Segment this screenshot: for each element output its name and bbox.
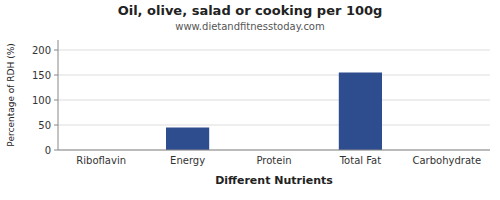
y-tick-label: 200 [32, 45, 51, 56]
y-axis-label: Percentage of RDH (%) [6, 43, 16, 146]
y-tick-label: 150 [32, 70, 51, 81]
y-tick [54, 100, 58, 101]
grid-line [58, 50, 490, 51]
y-tick [54, 75, 58, 76]
y-tick-label: 0 [45, 145, 51, 156]
y-tick [54, 150, 58, 151]
x-axis-line [58, 150, 490, 151]
grid-line [58, 150, 490, 151]
chart-svg: Oil, olive, salad or cooking per 100g www… [0, 0, 500, 200]
x-axis-label: Different Nutrients [215, 174, 333, 187]
y-tick-label: 100 [32, 95, 51, 106]
x-tick-label: Riboflavin [76, 155, 126, 166]
title: Oil, olive, salad or cooking per 100g [118, 3, 383, 18]
bars [166, 73, 382, 151]
y-tick [54, 50, 58, 51]
y-tick [54, 125, 58, 126]
x-tick-label: Total Fat [339, 155, 381, 166]
x-tick-label: Carbohydrate [412, 155, 481, 166]
grid-line [58, 100, 490, 101]
grid [58, 50, 490, 150]
grid-line [58, 125, 490, 126]
grid-line [58, 75, 490, 76]
y-axis-line [58, 40, 59, 150]
x-tick-label: Energy [170, 155, 205, 166]
bar [166, 128, 209, 151]
subtitle: www.dietandfitnesstoday.com [175, 21, 324, 32]
x-tick-label: Protein [256, 155, 291, 166]
bar [339, 73, 382, 151]
y-tick-label: 50 [38, 120, 51, 131]
chart-container: Oil, olive, salad or cooking per 100g www… [0, 0, 500, 200]
